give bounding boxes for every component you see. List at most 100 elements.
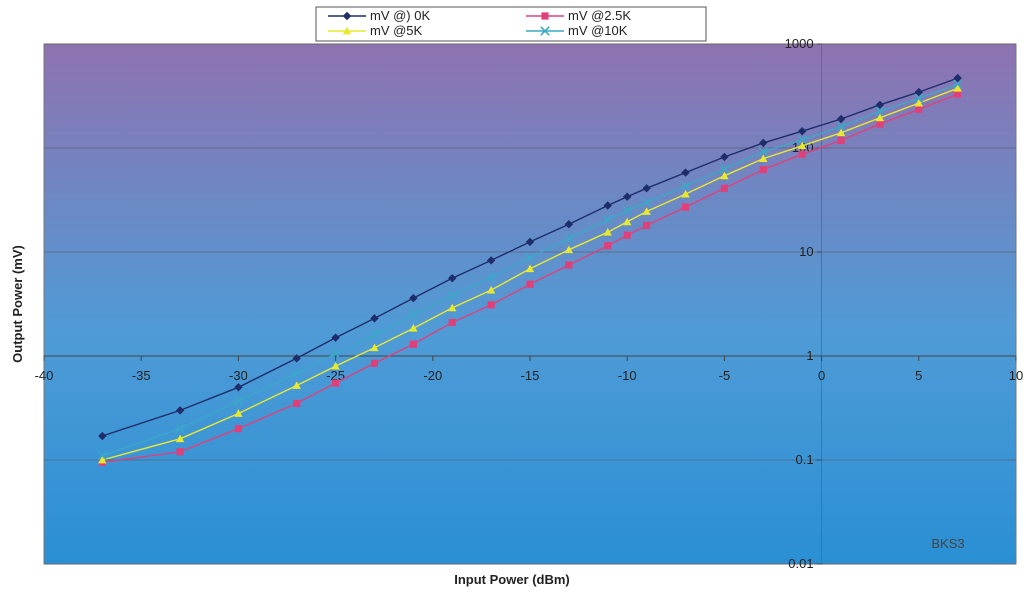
data-point bbox=[681, 203, 690, 211]
data-point bbox=[234, 425, 242, 433]
data-point bbox=[330, 349, 341, 359]
data-point bbox=[798, 150, 806, 158]
data-point bbox=[953, 84, 962, 92]
x-tick-label: -25 bbox=[326, 368, 345, 383]
x-tick-label: 10 bbox=[1009, 368, 1023, 383]
data-point bbox=[486, 256, 496, 265]
data-point bbox=[720, 184, 728, 192]
data-point bbox=[292, 354, 301, 363]
data-point bbox=[875, 113, 885, 122]
data-point bbox=[292, 381, 301, 389]
legend-label: mV @) 0K bbox=[370, 8, 430, 23]
axes bbox=[43, 43, 1017, 565]
data-point bbox=[564, 233, 574, 244]
legend-items: mV @) 0K mV @2.5K mV @5K mV @10K bbox=[328, 8, 631, 38]
legend-box bbox=[315, 6, 707, 42]
data-point bbox=[642, 207, 651, 215]
x-tick-label: -10 bbox=[618, 368, 637, 383]
data-point bbox=[797, 127, 807, 136]
data-point bbox=[370, 314, 379, 323]
data-point bbox=[448, 273, 457, 283]
data-point bbox=[234, 409, 243, 417]
data-point bbox=[370, 343, 379, 352]
data-point bbox=[291, 368, 302, 379]
data-point bbox=[564, 245, 574, 254]
data-point bbox=[408, 309, 419, 320]
data-point bbox=[565, 261, 573, 269]
legend: mV @) 0K mV @2.5K mV @5K mV @10K bbox=[315, 6, 707, 42]
data-point bbox=[525, 237, 535, 247]
data-point bbox=[623, 192, 632, 201]
legend-label: mV @5K bbox=[370, 23, 423, 38]
series-4 bbox=[97, 79, 963, 461]
data-point bbox=[914, 98, 923, 107]
series-3 bbox=[98, 84, 962, 464]
plot-area bbox=[43, 43, 1017, 565]
data-point bbox=[97, 450, 108, 461]
data-point bbox=[526, 280, 534, 288]
y-axis-title: Output Power (mV) bbox=[10, 245, 25, 363]
legend-item: mV @2.5K bbox=[526, 8, 631, 23]
data-point bbox=[759, 154, 768, 163]
legend-item: mV @10K bbox=[526, 23, 628, 38]
legend-item: mV @) 0K bbox=[328, 8, 430, 23]
data-point bbox=[293, 399, 301, 408]
x-tick-label: 0 bbox=[818, 368, 825, 383]
data-point bbox=[836, 114, 846, 124]
data-point bbox=[953, 73, 962, 83]
data-point bbox=[486, 285, 496, 294]
x-tick-label: -5 bbox=[719, 368, 731, 383]
data-point bbox=[541, 12, 549, 20]
series-line bbox=[102, 93, 958, 463]
data-point bbox=[876, 120, 884, 128]
data-point bbox=[681, 168, 690, 177]
data-point bbox=[836, 128, 846, 137]
data-point bbox=[175, 423, 185, 434]
x-tick-label: -30 bbox=[229, 368, 248, 383]
data-point bbox=[447, 290, 457, 301]
legend-label: mV @10K bbox=[568, 23, 628, 38]
data-point bbox=[603, 201, 612, 210]
data-point bbox=[759, 165, 767, 174]
data-point bbox=[525, 253, 535, 263]
data-point bbox=[332, 379, 340, 387]
data-point bbox=[342, 26, 352, 35]
data-point bbox=[680, 181, 691, 191]
data-point bbox=[952, 79, 963, 90]
data-point bbox=[175, 434, 185, 443]
data-point bbox=[540, 26, 550, 36]
annotation-label: BKS3 bbox=[931, 536, 964, 551]
data-point bbox=[875, 100, 885, 110]
y-tick-label: 10 bbox=[799, 244, 813, 259]
series-1 bbox=[98, 73, 962, 441]
y-tick-label: 1 bbox=[806, 348, 813, 363]
data-point bbox=[486, 272, 496, 283]
data-point bbox=[643, 221, 651, 230]
data-point bbox=[98, 455, 107, 464]
data-point bbox=[409, 324, 418, 332]
data-point bbox=[525, 264, 535, 273]
data-point bbox=[797, 141, 807, 150]
data-point bbox=[719, 164, 730, 174]
series-line bbox=[102, 83, 958, 457]
y-tick-label: 0.01 bbox=[788, 556, 813, 571]
data-point bbox=[409, 340, 417, 348]
data-point bbox=[331, 333, 340, 342]
series-line bbox=[102, 87, 958, 461]
data-point bbox=[370, 359, 379, 367]
data-point bbox=[622, 205, 632, 216]
data-point bbox=[604, 242, 612, 250]
data-point bbox=[954, 90, 962, 98]
data-point bbox=[603, 228, 612, 236]
data-point bbox=[914, 93, 924, 104]
data-point bbox=[233, 396, 244, 406]
data-point bbox=[914, 87, 923, 97]
series-layer bbox=[97, 73, 963, 466]
data-point bbox=[836, 122, 846, 132]
data-point bbox=[623, 217, 632, 226]
x-tick-label: -35 bbox=[132, 368, 151, 383]
data-point bbox=[448, 318, 456, 327]
y-tick-label: 1000 bbox=[785, 36, 814, 51]
data-point bbox=[487, 301, 495, 309]
data-point bbox=[623, 231, 631, 239]
